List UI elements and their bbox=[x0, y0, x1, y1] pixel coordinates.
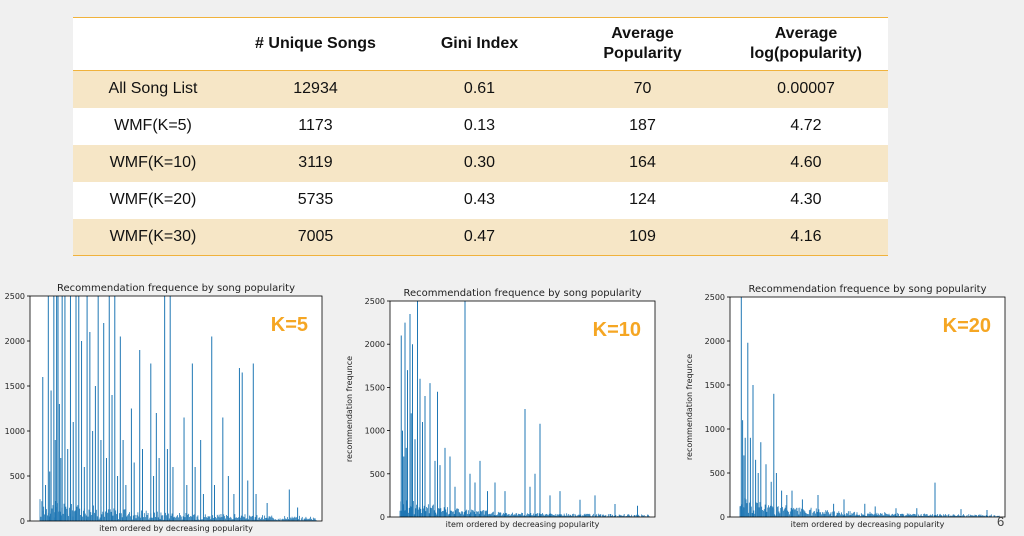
table-header-row: # Unique Songs Gini Index Average Popula… bbox=[73, 17, 888, 71]
table-cell: 0.43 bbox=[463, 191, 496, 208]
table-cell: 0.30 bbox=[463, 154, 496, 171]
table-cell: 164 bbox=[629, 154, 656, 171]
k-annotation: K=5 bbox=[271, 314, 308, 336]
page-number: 6 bbox=[997, 514, 1005, 529]
y-tick-label: 2500 bbox=[705, 293, 725, 302]
table-cell: 0.47 bbox=[398, 218, 561, 256]
y-tick-label: 1500 bbox=[5, 382, 25, 391]
header-cell-average-popularity: Average Popularity bbox=[561, 17, 724, 71]
axes-frame bbox=[729, 296, 1006, 518]
y-tick-label: 1000 bbox=[705, 425, 725, 434]
y-axis-label: recommendation frequnce bbox=[345, 356, 354, 462]
table-cell: WMF(K=10) bbox=[109, 154, 197, 171]
axes-frame bbox=[389, 300, 656, 518]
table-cell: 7005 bbox=[233, 218, 398, 256]
chart-k10: Recommendation frequence by song popular… bbox=[335, 278, 665, 536]
bars-group bbox=[399, 301, 650, 517]
k-annotation: K=10 bbox=[593, 319, 641, 341]
y-tick-label: 500 bbox=[10, 472, 25, 481]
header-cell-gini-index: Gini Index bbox=[398, 17, 561, 71]
table-cell: 70 bbox=[633, 80, 652, 98]
table-cell: 109 bbox=[561, 218, 724, 256]
table-cell: 0.61 bbox=[463, 80, 496, 98]
y-tick-label: 0 bbox=[720, 513, 725, 522]
table-cell: 0.13 bbox=[463, 117, 496, 134]
plot-area bbox=[390, 301, 655, 517]
table-row: WMF(K=5) 1173 0.13 187 4.72 bbox=[73, 107, 888, 145]
chart-k20: Recommendation frequence by song popular… bbox=[675, 278, 1015, 536]
table-cell: 4.30 bbox=[790, 191, 822, 208]
table-row: All Song List 12934 0.61 70 0.00007 bbox=[73, 70, 888, 108]
y-tick-label: 0 bbox=[380, 513, 385, 522]
plot-area bbox=[730, 297, 1005, 517]
table-cell: 5735 bbox=[297, 191, 334, 208]
table-row: WMF(K=10) 3119 0.30 164 4.60 bbox=[73, 144, 888, 182]
chart-k10-svg: Recommendation frequence by song popular… bbox=[345, 288, 656, 529]
y-tick-label: 2000 bbox=[705, 337, 725, 346]
y-tick-label: 1000 bbox=[365, 427, 385, 436]
table-cell: WMF(K=20) bbox=[109, 191, 197, 208]
header-cell-unique-songs: # Unique Songs bbox=[233, 17, 398, 71]
table-cell: 4.16 bbox=[724, 218, 888, 256]
axes-frame bbox=[29, 295, 323, 522]
table-row: WMF(K=30) 7005 0.47 109 4.16 bbox=[73, 218, 888, 256]
y-tick-label: 2000 bbox=[365, 340, 385, 349]
bars-group bbox=[739, 297, 1000, 517]
table-row: WMF(K=20) 5735 0.43 124 4.30 bbox=[73, 181, 888, 219]
y-axis-label: recommendation frequnce bbox=[685, 354, 694, 460]
x-axis-label: item ordered by decreasing popularity bbox=[791, 520, 945, 529]
table-cell: 3119 bbox=[298, 154, 333, 171]
k-annotation: K=20 bbox=[943, 315, 991, 337]
y-tick-label: 0 bbox=[20, 517, 25, 526]
y-tick-label: 1000 bbox=[5, 427, 25, 436]
table-cell: All Song List bbox=[108, 80, 198, 98]
chart-title: Recommendation frequence by song popular… bbox=[57, 283, 295, 294]
x-axis-label: item ordered by decreasing popularity bbox=[99, 524, 253, 533]
chart-k5-svg: Recommendation frequence by song popular… bbox=[5, 283, 323, 533]
results-table: # Unique Songs Gini Index Average Popula… bbox=[73, 17, 888, 256]
bars-group bbox=[39, 296, 317, 521]
y-tick-label: 500 bbox=[370, 470, 385, 479]
table-cell: 12934 bbox=[293, 80, 338, 98]
y-tick-label: 2500 bbox=[5, 292, 25, 301]
chart-k20-svg: Recommendation frequence by song popular… bbox=[685, 284, 1006, 529]
table-cell: 187 bbox=[629, 117, 656, 134]
chart-title: Recommendation frequence by song popular… bbox=[748, 284, 986, 295]
header-cell-average-log-popularity: Average log(popularity) bbox=[724, 17, 888, 71]
table-cell: WMF(K=30) bbox=[73, 218, 233, 256]
table-cell: 0.00007 bbox=[777, 80, 835, 98]
x-axis-label: item ordered by decreasing popularity bbox=[446, 520, 600, 529]
y-tick-label: 1500 bbox=[705, 381, 725, 390]
y-tick-label: 2000 bbox=[5, 337, 25, 346]
y-tick-label: 2500 bbox=[365, 297, 385, 306]
header-cell-method bbox=[73, 17, 233, 71]
table-cell: 124 bbox=[629, 191, 656, 208]
chart-k5: Recommendation frequence by song popular… bbox=[0, 278, 330, 536]
table-cell: 4.72 bbox=[790, 117, 822, 134]
table-cell: 4.60 bbox=[790, 154, 822, 171]
table-cell: 1173 bbox=[298, 117, 333, 134]
y-tick-label: 1500 bbox=[365, 383, 385, 392]
y-tick-label: 500 bbox=[710, 469, 725, 478]
chart-title: Recommendation frequence by song popular… bbox=[403, 288, 641, 299]
table-cell: WMF(K=5) bbox=[114, 117, 192, 134]
